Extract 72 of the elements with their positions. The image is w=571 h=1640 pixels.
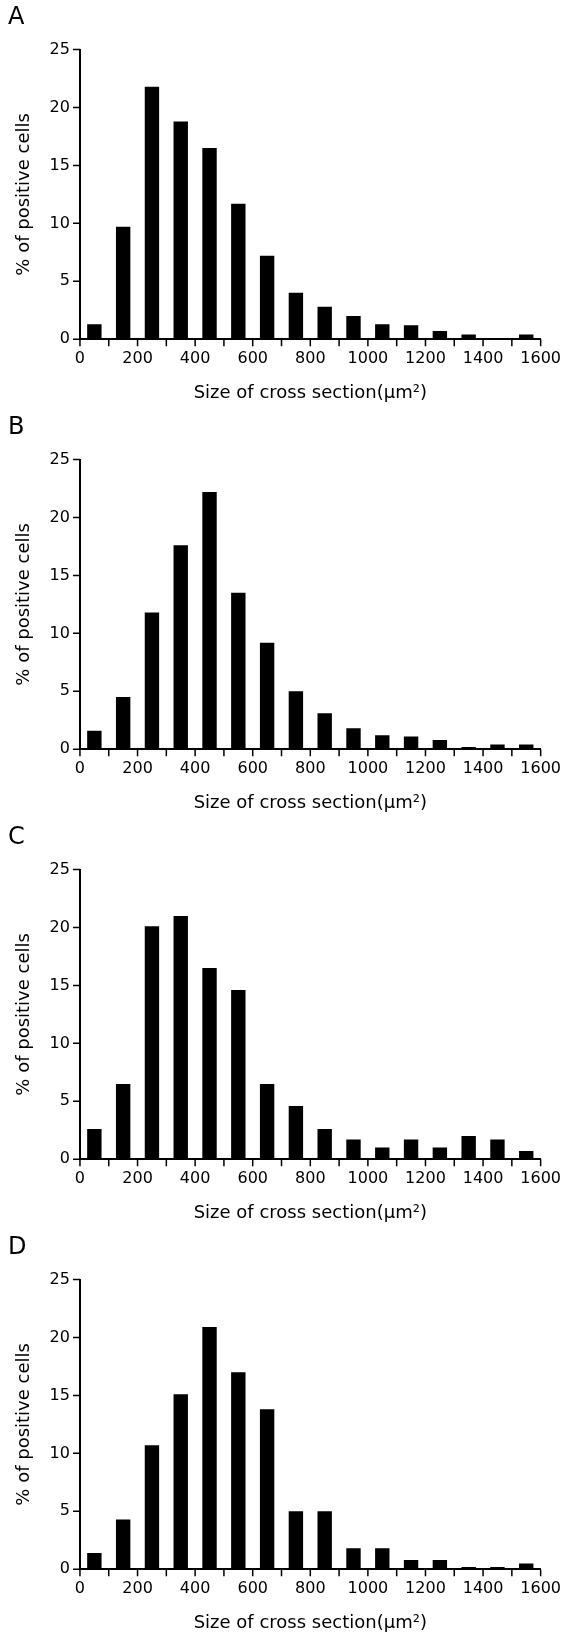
chart-title: B (8, 412, 25, 440)
x-tick-label: 200 (122, 1577, 153, 1597)
y-tick-label: 15 (49, 974, 70, 994)
y-tick-label: 0 (59, 328, 70, 348)
y-tick-label: 25 (49, 858, 70, 878)
y-tick-label: 20 (49, 916, 70, 936)
y-tick-label: 25 (49, 1268, 70, 1288)
x-tick-label: 1000 (347, 1167, 389, 1187)
x-tick-label: 1000 (347, 1577, 389, 1597)
x-tick-label: 0 (74, 1167, 86, 1187)
y-tick-label: 10 (49, 212, 70, 232)
x-tick-label: 400 (179, 757, 211, 777)
y-axis-title: % of positive cells (12, 1343, 34, 1506)
y-tick-label: 10 (49, 1032, 70, 1052)
y-tick-label: 25 (49, 38, 70, 58)
chart-title: D (8, 1232, 27, 1260)
x-tick-label: 1600 (520, 1577, 561, 1597)
y-tick-label: 0 (59, 738, 70, 758)
y-tick-label: 20 (49, 96, 70, 116)
chart-title: C (8, 822, 25, 850)
x-tick-label: 1400 (462, 1167, 504, 1187)
x-tick-label: 800 (295, 1577, 326, 1597)
y-tick-label: 25 (49, 448, 70, 468)
x-axis-title: Size of cross section(µm²) (193, 1610, 427, 1632)
x-tick-label: 1600 (520, 347, 561, 367)
x-tick-label: 200 (122, 347, 153, 367)
x-axis-title: Size of cross section(µm²) (193, 380, 427, 402)
chart-title: A (8, 2, 25, 30)
x-tick-label: 200 (122, 1167, 153, 1187)
x-tick-label: 1000 (347, 347, 389, 367)
x-tick-label: 1000 (347, 757, 389, 777)
y-tick-label: 15 (49, 1384, 70, 1404)
x-tick-label: 0 (74, 347, 86, 367)
y-tick-label: 5 (59, 1500, 70, 1520)
x-tick-label: 0 (74, 1577, 86, 1597)
x-tick-label: 1600 (520, 757, 561, 777)
y-tick-label: 0 (59, 1148, 70, 1168)
x-tick-label: 400 (179, 1167, 211, 1187)
x-tick-label: 400 (179, 347, 211, 367)
x-tick-label: 1400 (462, 1577, 504, 1597)
x-tick-label: 0 (74, 757, 86, 777)
x-tick-label: 1400 (462, 757, 504, 777)
y-axis-title: % of positive cells (12, 933, 34, 1096)
y-tick-label: 10 (49, 1442, 70, 1462)
x-tick-label: 600 (237, 347, 268, 367)
y-tick-label: 20 (49, 506, 70, 526)
x-axis-title: Size of cross section(µm²) (193, 1200, 427, 1222)
y-tick-label: 10 (49, 622, 70, 642)
x-tick-label: 1400 (462, 347, 504, 367)
x-tick-label: 800 (295, 757, 326, 777)
x-tick-label: 600 (237, 1577, 268, 1597)
y-axis-title: % of positive cells (12, 113, 34, 276)
x-tick-label: 600 (237, 1167, 268, 1187)
y-tick-label: 0 (59, 1558, 70, 1578)
y-axis-title: % of positive cells (12, 523, 34, 686)
y-tick-label: 5 (59, 680, 70, 700)
x-tick-label: 200 (122, 757, 153, 777)
x-tick-label: 800 (295, 347, 326, 367)
x-tick-label: 1600 (520, 1167, 561, 1187)
x-tick-label: 400 (179, 1577, 211, 1597)
y-tick-label: 5 (59, 270, 70, 290)
x-tick-label: 800 (295, 1167, 326, 1187)
x-tick-label: 1200 (405, 347, 446, 367)
x-tick-label: 1200 (405, 757, 446, 777)
y-tick-label: 15 (49, 154, 70, 174)
x-tick-label: 600 (237, 757, 268, 777)
y-tick-label: 20 (49, 1326, 70, 1346)
x-tick-label: 1200 (405, 1167, 446, 1187)
y-tick-label: 5 (59, 1090, 70, 1110)
x-axis-title: Size of cross section(µm²) (193, 790, 427, 812)
x-tick-label: 1200 (405, 1577, 446, 1597)
y-tick-label: 15 (49, 564, 70, 584)
